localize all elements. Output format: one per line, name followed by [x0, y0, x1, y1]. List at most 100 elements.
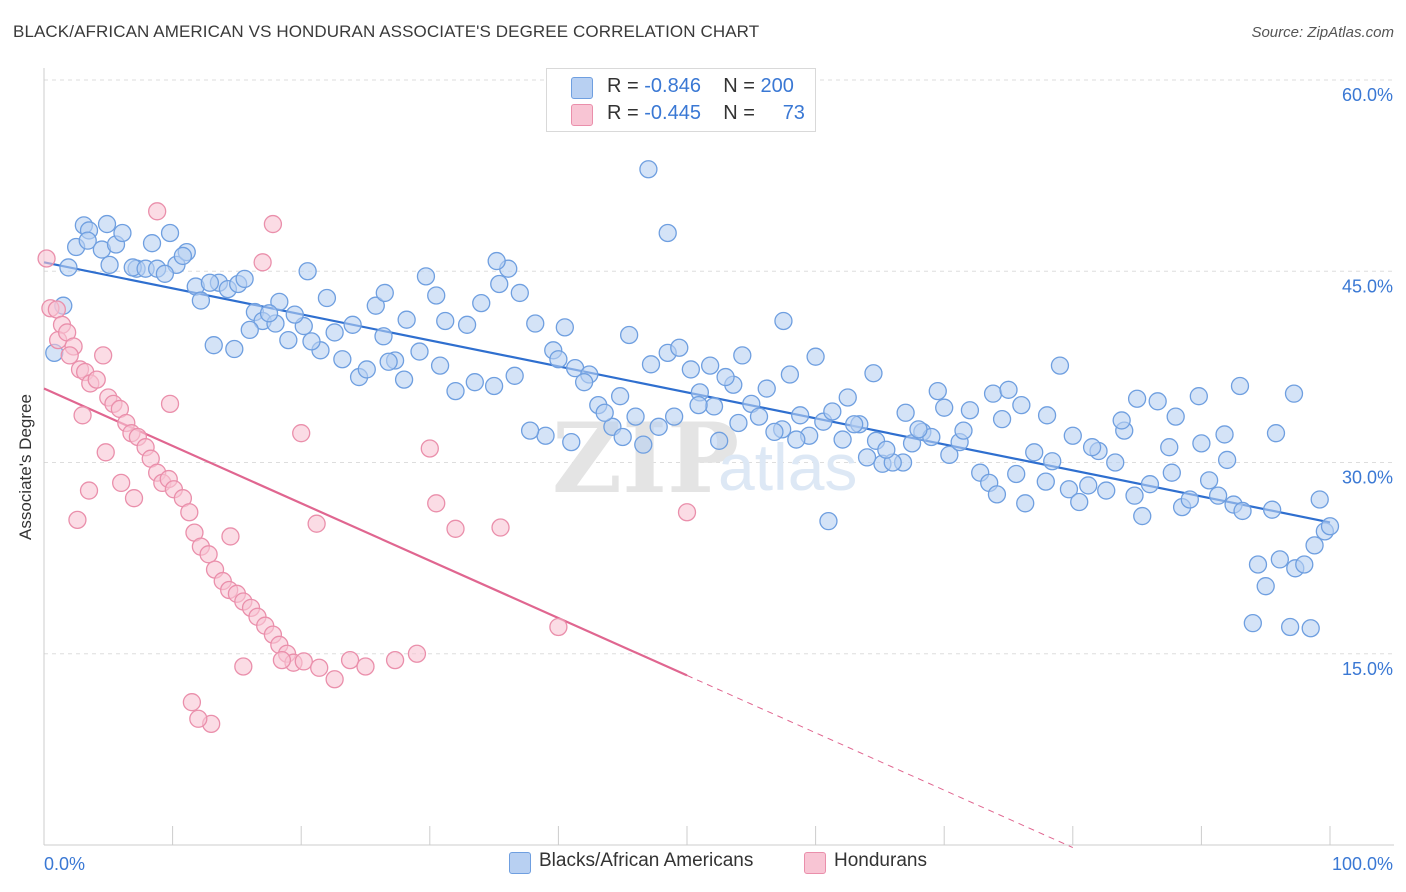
- point-blacks: [555, 318, 574, 337]
- point-hondurans: [73, 406, 92, 425]
- point-blacks: [574, 373, 594, 392]
- point-blacks: [954, 421, 973, 440]
- point-blacks: [819, 512, 838, 531]
- point-blacks: [1180, 490, 1199, 509]
- legend-r-label: R =: [607, 75, 639, 97]
- point-blacks: [749, 407, 769, 426]
- x-tick-label: 100.0%: [1332, 854, 1393, 874]
- point-blacks: [375, 283, 394, 303]
- point-blacks: [658, 223, 677, 243]
- point-blacks: [1036, 472, 1055, 491]
- point-blacks: [1079, 476, 1098, 495]
- legend-n-label: N =: [723, 75, 755, 97]
- point-blacks: [1025, 443, 1044, 462]
- point-blacks: [1070, 492, 1089, 512]
- point-hondurans: [234, 657, 253, 676]
- point-blacks: [733, 346, 752, 365]
- point-blacks: [298, 262, 317, 281]
- point-blacks: [1243, 614, 1262, 633]
- point-blacks: [864, 364, 883, 383]
- data-points: [37, 160, 1340, 734]
- point-blacks: [619, 325, 639, 345]
- point-blacks: [838, 388, 857, 407]
- point-hondurans: [549, 617, 568, 637]
- point-blacks: [729, 413, 748, 433]
- point-blacks: [634, 435, 653, 454]
- axes: [43, 68, 1394, 846]
- point-blacks: [1320, 517, 1340, 536]
- point-blacks: [1059, 480, 1079, 499]
- point-blacks: [896, 403, 915, 422]
- point-hondurans: [446, 519, 465, 538]
- blue-swatch-icon: [571, 77, 593, 99]
- point-hondurans: [253, 253, 272, 272]
- point-hondurans: [60, 346, 79, 365]
- point-blacks: [857, 448, 877, 467]
- point-blacks: [427, 286, 446, 305]
- point-blacks: [1295, 555, 1314, 574]
- point-hondurans: [37, 249, 56, 268]
- point-blacks: [716, 367, 735, 387]
- point-blacks: [484, 376, 504, 396]
- trend-line-hondurans: [43, 387, 688, 677]
- point-hondurans: [272, 650, 292, 670]
- point-blacks: [520, 421, 540, 440]
- point-blacks: [549, 350, 568, 369]
- point-blacks: [1166, 407, 1185, 426]
- point-blacks: [641, 355, 661, 374]
- point-blacks: [1148, 392, 1167, 411]
- point-blacks: [928, 381, 947, 401]
- point-blacks: [704, 397, 724, 416]
- point-blacks: [909, 420, 928, 439]
- point-hondurans: [79, 481, 99, 500]
- point-blacks: [259, 304, 279, 323]
- trend-line-dashed-hondurans: [686, 674, 1074, 849]
- point-blacks: [1199, 471, 1219, 490]
- point-blacks: [983, 384, 1003, 403]
- point-blacks: [787, 430, 806, 449]
- point-blacks: [999, 380, 1018, 399]
- point-blacks: [710, 431, 729, 450]
- point-blacks: [457, 315, 477, 334]
- point-blacks: [333, 350, 352, 369]
- point-blacks: [1082, 438, 1102, 457]
- point-hondurans: [160, 394, 180, 414]
- point-blacks: [343, 315, 362, 334]
- point-blacks: [960, 401, 980, 420]
- point-blacks: [1266, 424, 1286, 443]
- point-hondurans: [47, 300, 67, 319]
- legend-r-label: R =: [607, 102, 639, 124]
- point-hondurans: [68, 510, 87, 530]
- point-blacks: [992, 409, 1012, 429]
- chart-title: BLACK/AFRICAN AMERICAN VS HONDURAN ASSOC…: [13, 22, 760, 41]
- source-label: Source: ZipAtlas.com: [1251, 24, 1394, 41]
- point-blacks: [487, 251, 506, 271]
- point-hondurans: [182, 693, 202, 712]
- pink-swatch-icon: [804, 852, 826, 874]
- point-blacks: [1262, 500, 1282, 519]
- point-hondurans: [427, 494, 446, 513]
- point-hondurans: [407, 644, 427, 663]
- point-blacks: [113, 223, 132, 243]
- point-blacks: [1125, 486, 1144, 505]
- point-hondurans: [112, 473, 131, 493]
- point-blacks: [940, 445, 959, 465]
- point-hondurans: [148, 202, 167, 221]
- blue-swatch-icon: [509, 852, 531, 874]
- y-axis-label: Associate's Degree: [16, 394, 35, 540]
- point-blacks: [1305, 536, 1324, 555]
- point-hondurans: [292, 424, 311, 443]
- legend-n-label: N =: [723, 102, 755, 124]
- point-hondurans: [263, 214, 283, 234]
- point-blacks: [436, 311, 455, 331]
- point-blacks: [595, 403, 614, 422]
- point-blacks: [833, 430, 852, 449]
- point-blacks: [446, 381, 465, 401]
- point-blacks: [1007, 464, 1026, 484]
- point-blacks: [1127, 389, 1147, 408]
- point-blacks: [225, 339, 244, 359]
- point-blacks: [1106, 453, 1125, 472]
- point-blacks: [664, 407, 684, 426]
